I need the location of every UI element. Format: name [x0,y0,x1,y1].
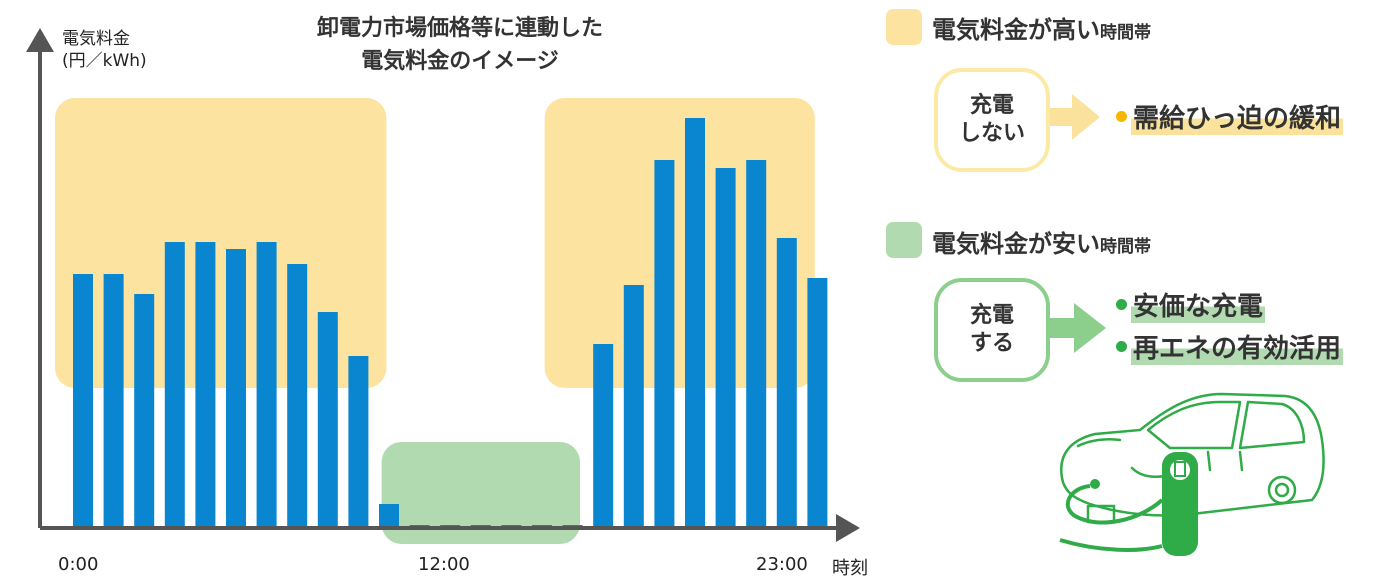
legend-high-label: 電気料金が高い時間帯 [932,10,1151,45]
bar-hour-9 [348,356,369,528]
bar-hour-6 [256,242,277,528]
x-tick-label-0: 0:00 [58,554,99,575]
bar-hour-20 [685,118,705,528]
benefit-cheap-charging: 安価な充電 [1116,286,1266,323]
legend-high-small: 時間帯 [1100,23,1151,43]
bar-hour-2 [134,294,155,528]
no-charge-box: 充電 しない [934,68,1050,172]
price-zone-low-1 [381,442,580,544]
bar-hour-23 [776,238,797,528]
y-axis-arrow [26,28,54,52]
bar-hour-18 [623,285,644,528]
bar-hour-4 [195,242,216,528]
benefit-text: 再エネの有効活用 [1131,328,1344,365]
x-axis-label: 時刻 [832,558,868,579]
bullet-dot [1116,341,1127,352]
bar-hour-0 [73,274,93,528]
bar-hour-21 [715,168,736,528]
price-zone-high-2 [544,98,815,388]
bar-hour-8 [317,312,338,528]
bar-hour-1 [103,274,124,528]
bar-hour-19 [654,160,675,528]
ev-charging-car-icon [1060,392,1325,524]
benefit-renewable-use: 再エネの有効活用 [1116,328,1344,365]
bullet-dot [1116,299,1127,310]
bar-hour-3 [164,242,185,528]
benefit-text: 安価な充電 [1131,286,1266,323]
bar-hour-5 [226,249,246,528]
no-charge-arrow [1046,94,1100,140]
legend-low-small: 時間帯 [1100,237,1151,257]
benefit-demand-relief: 需給ひっ迫の緩和 [1116,98,1344,135]
chart-title: 卸電力市場価格等に連動した 電気料金のイメージ [316,16,603,74]
benefit-text: 需給ひっ迫の緩和 [1131,98,1344,135]
x-tick-label-23: 23:00 [756,554,808,575]
legend-low-main: 電気料金が安い [932,230,1100,258]
legend-high-swatch [886,9,922,45]
y-axis-label: 電気料金 (円／kWh) [62,29,147,71]
charge-arrow [1046,303,1106,353]
x-axis-arrow [836,514,860,542]
charging-station-icon [1059,452,1198,556]
bar-hour-17 [593,344,614,528]
charge-box: 充電 する [934,278,1050,382]
x-tick-label-12: 12:00 [418,554,470,575]
legend-low-label: 電気料金が安い時間帯 [932,224,1151,259]
bar-hour-7 [287,264,308,528]
bar-hour-22 [746,160,767,528]
bar-hour-24 [807,278,828,528]
bullet-dot [1116,111,1127,122]
legend-high-main: 電気料金が高い [932,16,1100,44]
legend-low-swatch [886,222,922,258]
bar-hour-10 [379,504,399,528]
